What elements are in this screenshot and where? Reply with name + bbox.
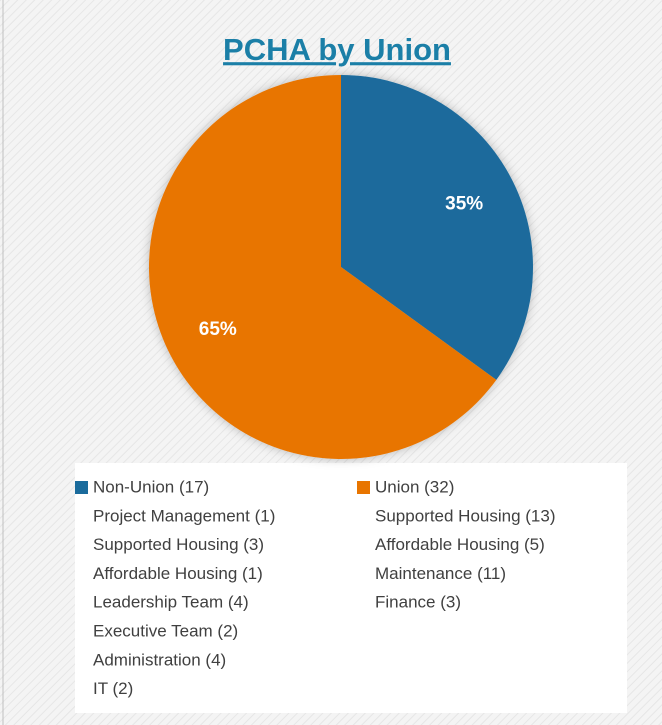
legend-panel: [75, 463, 627, 713]
legend-detail: Supported Housing (3): [93, 535, 264, 554]
legend-detail: Finance (3): [375, 593, 461, 612]
pie-slice: [341, 75, 534, 380]
legend-label: Union (32): [375, 477, 454, 496]
legend-detail: Project Management (1): [93, 506, 275, 525]
legend-label: Non-Union (17): [93, 477, 209, 496]
data-label: 35%: [445, 193, 483, 214]
pie: [148, 75, 534, 460]
legend-detail: Executive Team (2): [93, 621, 238, 640]
pie-slice: [148, 75, 497, 460]
legend-swatch: [357, 481, 370, 494]
data-label: 65%: [199, 319, 237, 340]
chart-title: PCHA by Union: [223, 32, 451, 67]
legend-detail: Affordable Housing (1): [93, 564, 263, 583]
legend-detail: Supported Housing (13): [375, 506, 556, 525]
legend-detail: IT (2): [93, 679, 133, 698]
legend-detail: Leadership Team (4): [93, 593, 249, 612]
legend-detail: Affordable Housing (5): [375, 535, 545, 554]
legend-detail: Maintenance (11): [375, 564, 506, 583]
legend-swatch: [75, 481, 88, 494]
legend-detail: Administration (4): [93, 650, 226, 669]
